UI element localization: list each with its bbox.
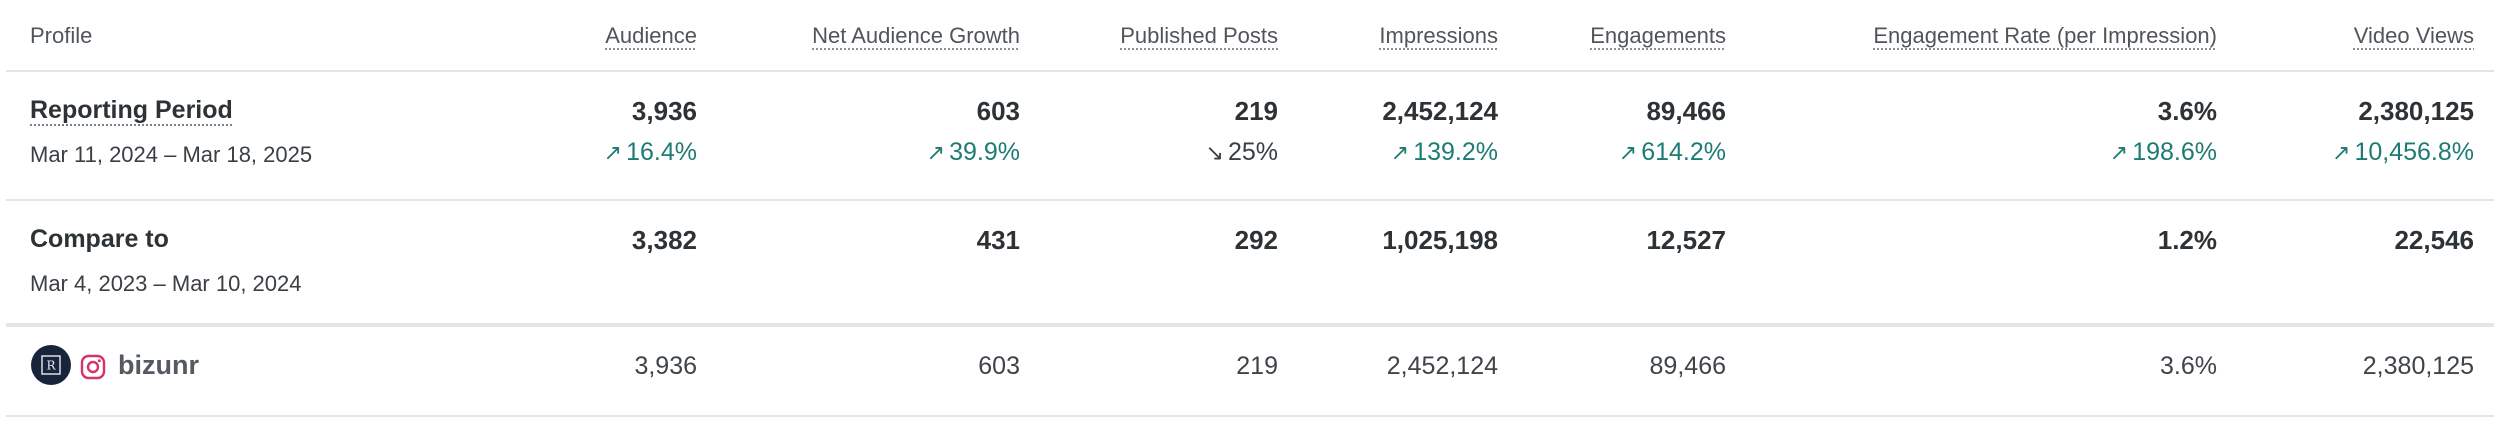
compare-engagement-rate-value: 1.2% bbox=[2157, 225, 2217, 255]
trend-up-icon: ↗ bbox=[1618, 141, 1638, 166]
compare-to-dates: Mar 4, 2023 – Mar 10, 2024 bbox=[30, 271, 302, 296]
compare-published-posts-value: 292 bbox=[1234, 225, 1278, 255]
reporting-impressions-value: 2,452,124 bbox=[1382, 96, 1498, 126]
column-header-impressions[interactable]: Impressions bbox=[1379, 23, 1498, 48]
trend-up-icon: ↗ bbox=[603, 141, 623, 166]
instagram-icon bbox=[80, 354, 106, 380]
trend-up-icon: ↗ bbox=[2109, 141, 2129, 166]
reporting-audience-value: 3,936 bbox=[631, 96, 697, 126]
compare-to-row: Compare to Mar 4, 2023 – Mar 10, 2024 3,… bbox=[6, 199, 2494, 327]
compare-audience-value: 3,382 bbox=[631, 225, 697, 255]
column-header-engagement-rate[interactable]: Engagement Rate (per Impression) bbox=[1873, 23, 2217, 48]
column-header-audience[interactable]: Audience bbox=[605, 23, 697, 48]
profile-video-views-value: 2,380,125 bbox=[2362, 352, 2474, 380]
avatar: R bbox=[31, 345, 71, 385]
svg-text:R: R bbox=[46, 359, 56, 373]
reporting-engagement-rate-value: 3.6% bbox=[2157, 96, 2217, 126]
reporting-period-dates: Mar 11, 2024 – Mar 18, 2025 bbox=[30, 142, 313, 167]
trend-up-icon: ↗ bbox=[2332, 141, 2351, 166]
engagement-rate-change-badge: ↗ 198.6% bbox=[2109, 138, 2217, 166]
table-row[interactable]: R bizunr 3,936 603 219 2,452,124 89,466 … bbox=[6, 325, 2494, 417]
compare-net-growth-value: 431 bbox=[976, 225, 1020, 255]
profile-name[interactable]: bizunr bbox=[118, 350, 199, 380]
column-header-engagements[interactable]: Engagements bbox=[1590, 23, 1726, 48]
column-header-profile: Profile bbox=[30, 23, 93, 48]
compare-engagements-value: 12,527 bbox=[1646, 225, 1726, 255]
reporting-net-growth-value: 603 bbox=[976, 96, 1020, 126]
profile-engagements-value: 89,466 bbox=[1649, 352, 1726, 380]
profile-net-growth-value: 603 bbox=[978, 352, 1020, 380]
trend-up-icon: ↗ bbox=[926, 141, 946, 166]
brand-logo-icon: R bbox=[41, 355, 61, 375]
profile-impressions-value: 2,452,124 bbox=[1386, 352, 1498, 380]
profile-published-posts-value: 219 bbox=[1236, 352, 1278, 380]
net-growth-change-badge: ↗ 39.9% bbox=[926, 138, 1020, 166]
column-header-net-audience-growth[interactable]: Net Audience Growth bbox=[812, 23, 1020, 48]
trend-down-icon: ↘ bbox=[1205, 141, 1224, 166]
trend-up-icon: ↗ bbox=[1390, 141, 1410, 166]
compare-impressions-value: 1,025,198 bbox=[1382, 225, 1498, 255]
compare-to-label: Compare to bbox=[30, 225, 169, 253]
reporting-video-views-value: 2,380,125 bbox=[2358, 96, 2474, 126]
impressions-change-badge: ↗ 139.2% bbox=[1390, 138, 1498, 166]
video-views-change-badge: ↗ 10,456.8% bbox=[2332, 138, 2474, 166]
reporting-engagements-value: 89,466 bbox=[1646, 96, 1726, 126]
published-posts-change-badge: ↘ 25% bbox=[1205, 138, 1278, 166]
table-header-row: Profile Audience Net Audience Growth Pub… bbox=[6, 0, 2494, 72]
profile-engagement-rate-value: 3.6% bbox=[2160, 352, 2217, 380]
audience-change-badge: ↗ 16.4% bbox=[603, 138, 697, 166]
engagements-change-badge: ↗ 614.2% bbox=[1618, 138, 1726, 166]
reporting-period-label[interactable]: Reporting Period bbox=[30, 96, 233, 124]
column-header-published-posts[interactable]: Published Posts bbox=[1120, 23, 1278, 48]
reporting-period-row: Reporting Period Mar 11, 2024 – Mar 18, … bbox=[6, 70, 2494, 201]
column-header-video-views[interactable]: Video Views bbox=[2353, 23, 2474, 48]
compare-video-views-value: 22,546 bbox=[2394, 225, 2474, 255]
reporting-published-posts-value: 219 bbox=[1234, 96, 1278, 126]
profile-audience-value: 3,936 bbox=[634, 352, 697, 380]
